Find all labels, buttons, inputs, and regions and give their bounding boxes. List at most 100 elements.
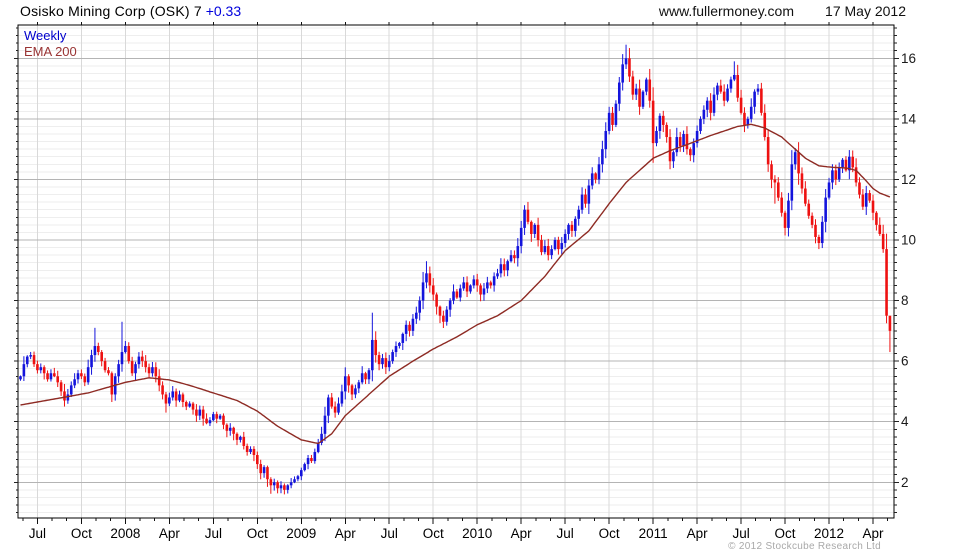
candle [567, 223, 570, 240]
x-axis-label: Jul [205, 526, 222, 541]
copyright-notice: © 2012 Stockcube Research Ltd [728, 541, 881, 552]
x-axis-label: 2010 [462, 526, 492, 541]
candle [824, 189, 827, 233]
candle [69, 381, 73, 398]
candle [391, 349, 394, 364]
candle [452, 284, 455, 305]
candle [154, 362, 158, 383]
candle [394, 341, 398, 357]
candle [32, 351, 36, 367]
candle [651, 87, 655, 163]
candle [252, 446, 256, 462]
candle [458, 284, 462, 302]
price-change-label: +0.33 [205, 3, 242, 19]
x-axis-label: Apr [863, 526, 885, 541]
candle [614, 100, 618, 128]
candle [621, 54, 624, 91]
candle [756, 84, 760, 95]
candle [222, 413, 225, 430]
candle [347, 374, 350, 393]
y-axis-label: 12 [901, 172, 916, 187]
candle [36, 360, 39, 374]
candle [371, 312, 374, 382]
candle [753, 89, 756, 114]
candle [533, 223, 537, 239]
candle [682, 130, 685, 153]
candle [140, 350, 144, 367]
candle [858, 177, 861, 199]
candle [776, 177, 780, 201]
candle [689, 147, 692, 162]
candle [83, 373, 87, 387]
candle [299, 467, 303, 481]
candle [425, 261, 428, 289]
candle [212, 411, 215, 422]
x-axis-label: 2008 [110, 526, 140, 541]
candle [519, 220, 523, 254]
candle [415, 306, 418, 324]
candle [560, 237, 564, 255]
candle [733, 61, 736, 82]
candle [242, 431, 246, 450]
candle [130, 356, 134, 376]
candle [465, 276, 469, 298]
candle [864, 185, 868, 215]
candle [648, 68, 652, 108]
candle [296, 474, 300, 482]
candle [124, 341, 127, 354]
candle [354, 384, 357, 399]
candle [881, 224, 885, 253]
candle [492, 272, 496, 292]
candle [655, 126, 658, 147]
plot-border [17, 24, 895, 519]
candle [580, 187, 584, 214]
x-axis-label: Jul [381, 526, 398, 541]
candle [577, 205, 580, 226]
candle [729, 76, 733, 93]
candle [546, 238, 550, 261]
candle [228, 423, 232, 436]
candle [678, 131, 682, 152]
candle [276, 480, 279, 494]
candle [56, 370, 60, 388]
candle [661, 110, 665, 133]
candle [787, 192, 790, 237]
candle [506, 259, 509, 277]
candle [367, 368, 371, 384]
candle [675, 127, 679, 157]
candle [377, 351, 381, 371]
candle [59, 380, 63, 396]
candle [617, 77, 621, 111]
candle [289, 478, 293, 489]
candle [181, 392, 185, 408]
gridlines-minor [18, 27, 894, 514]
candle [716, 82, 719, 101]
candle [408, 321, 411, 337]
candle [563, 229, 567, 248]
candle [871, 194, 875, 221]
x-axis-label: Jul [29, 526, 46, 541]
candle [726, 84, 729, 103]
candle [215, 411, 219, 424]
candle [117, 359, 120, 383]
candle [557, 236, 560, 255]
candle [76, 369, 80, 384]
candle [49, 369, 53, 382]
page-title: Osisko Mining Corp (OSK) 7 [20, 3, 202, 19]
candle [797, 142, 800, 185]
candle [773, 175, 777, 204]
candle [235, 432, 239, 446]
candle [46, 370, 49, 382]
candle [151, 361, 154, 377]
candle [218, 413, 222, 420]
candle [418, 296, 421, 321]
candle [804, 181, 807, 207]
candle [120, 321, 124, 372]
x-axis-label: Oct [423, 526, 444, 541]
candle [435, 292, 438, 315]
candle [259, 459, 262, 480]
candle [475, 273, 479, 292]
x-axis-label: Jul [732, 526, 749, 541]
candle [851, 150, 855, 173]
